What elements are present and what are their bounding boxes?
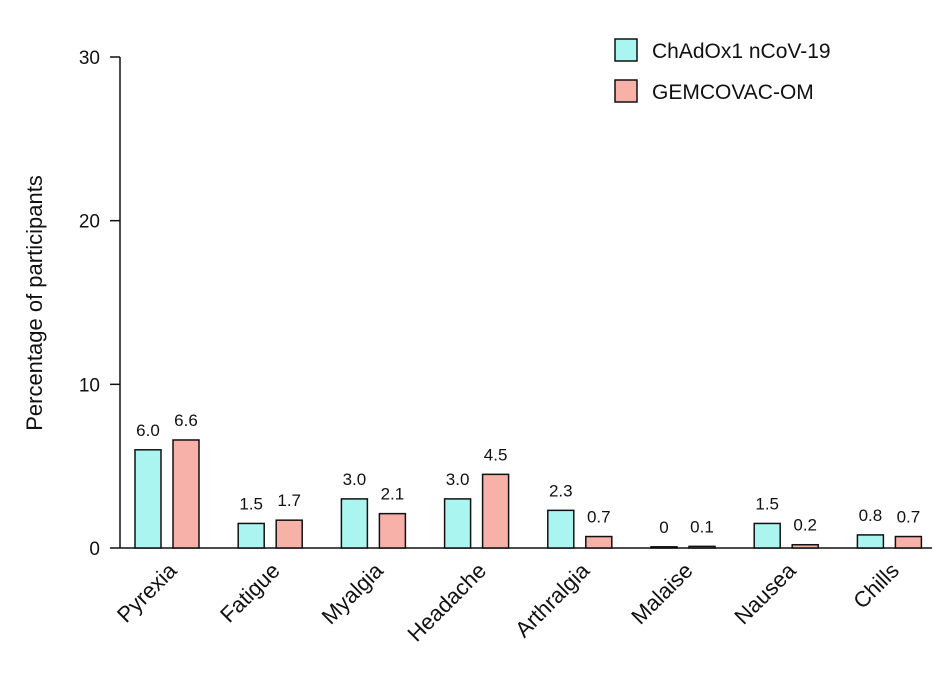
data-label-chadox1-ncov-19-fatigue: 1.5	[239, 494, 263, 513]
bar-gemcovac-om-fatigue	[275, 519, 303, 549]
bar-chadox1-ncov-19-nausea	[753, 522, 781, 549]
x-tick-label-malaise: Malaise	[626, 558, 697, 629]
bars	[134, 439, 923, 549]
y-axis-title: Percentage of participants	[22, 175, 47, 431]
bar-gemcovac-om-chills	[894, 535, 923, 549]
data-label-gemcovac-om-chills: 0.7	[897, 508, 921, 527]
x-tick-label-fatigue: Fatigue	[215, 558, 285, 628]
bar-chadox1-ncov-19-chills	[856, 534, 885, 549]
y-tick-labels: 0 10 20 30	[79, 48, 100, 560]
x-tick-label-pyrexia: Pyrexia	[112, 557, 182, 627]
data-label-gemcovac-om-pyrexia: 6.6	[174, 411, 198, 430]
bar-chadox1-ncov-19-fatigue	[237, 522, 265, 549]
bar-chadox1-ncov-19-headache	[443, 498, 472, 549]
x-tick-label-nausea: Nausea	[729, 557, 801, 629]
bar-chadox1-ncov-19-pyrexia	[134, 449, 162, 549]
data-label-gemcovac-om-myalgia: 2.1	[381, 485, 405, 504]
legend-swatch-gemcovac	[614, 79, 638, 103]
x-tick-label-chills: Chills	[848, 558, 904, 614]
bar-chadox1-ncov-19-arthralgia	[547, 509, 575, 549]
data-label-chadox1-ncov-19-headache: 3.0	[446, 470, 470, 489]
data-label-chadox1-ncov-19-malaise: 0	[659, 518, 668, 537]
y-axis	[110, 56, 121, 549]
y-tick-label: 20	[79, 212, 100, 233]
data-label-gemcovac-om-headache: 4.5	[484, 445, 508, 464]
data-label-gemcovac-om-fatigue: 1.7	[277, 491, 301, 510]
data-label-gemcovac-om-malaise: 0.1	[690, 517, 714, 536]
data-labels: 6.0 6.6 1.5 1.7 3.0 2.1 3.0 4.5 2.3 0.7 0 0.1 1.5 0.2…	[136, 411, 920, 537]
data-label-gemcovac-om-arthralgia: 0.7	[587, 508, 611, 527]
x-tick-label-headache: Headache	[403, 558, 492, 647]
y-tick-label: 10	[79, 375, 100, 396]
bar-gemcovac-om-headache	[481, 473, 510, 549]
y-tick-label: 0	[89, 539, 100, 560]
x-tick-labels: Pyrexia Fatigue Myalgia Headache Arthralgia M…	[112, 557, 904, 646]
bar-gemcovac-om-myalgia	[378, 512, 407, 549]
legend-label-gemcovac: GEMCOVAC-OM	[652, 81, 814, 104]
data-label-chadox1-ncov-19-myalgia: 3.0	[343, 470, 367, 489]
bar-gemcovac-om-malaise	[688, 545, 716, 549]
bar-chadox1-ncov-19-malaise	[650, 546, 678, 549]
bar-chadox1-ncov-19-myalgia	[340, 498, 369, 549]
data-label-chadox1-ncov-19-nausea: 1.5	[755, 494, 779, 513]
y-tick-label: 30	[79, 48, 100, 69]
bar-gemcovac-om-arthralgia	[585, 535, 613, 549]
data-label-chadox1-ncov-19-arthralgia: 2.3	[549, 481, 573, 500]
data-label-chadox1-ncov-19-pyrexia: 6.0	[136, 421, 160, 440]
x-tick-label-myalgia: Myalgia	[317, 557, 389, 629]
data-label-chadox1-ncov-19-chills: 0.8	[859, 506, 883, 525]
bar-gemcovac-om-nausea	[791, 543, 819, 549]
bar-gemcovac-om-pyrexia	[172, 439, 200, 549]
legend-swatch-chadox1	[614, 38, 638, 62]
x-tick-label-arthralgia: Arthralgia	[510, 557, 595, 642]
legend: ChAdOx1 nCoV-19 GEMCOVAC-OM	[614, 38, 831, 104]
data-label-gemcovac-om-nausea: 0.2	[793, 516, 817, 535]
legend-label-chadox1: ChAdOx1 nCoV-19	[652, 40, 831, 63]
